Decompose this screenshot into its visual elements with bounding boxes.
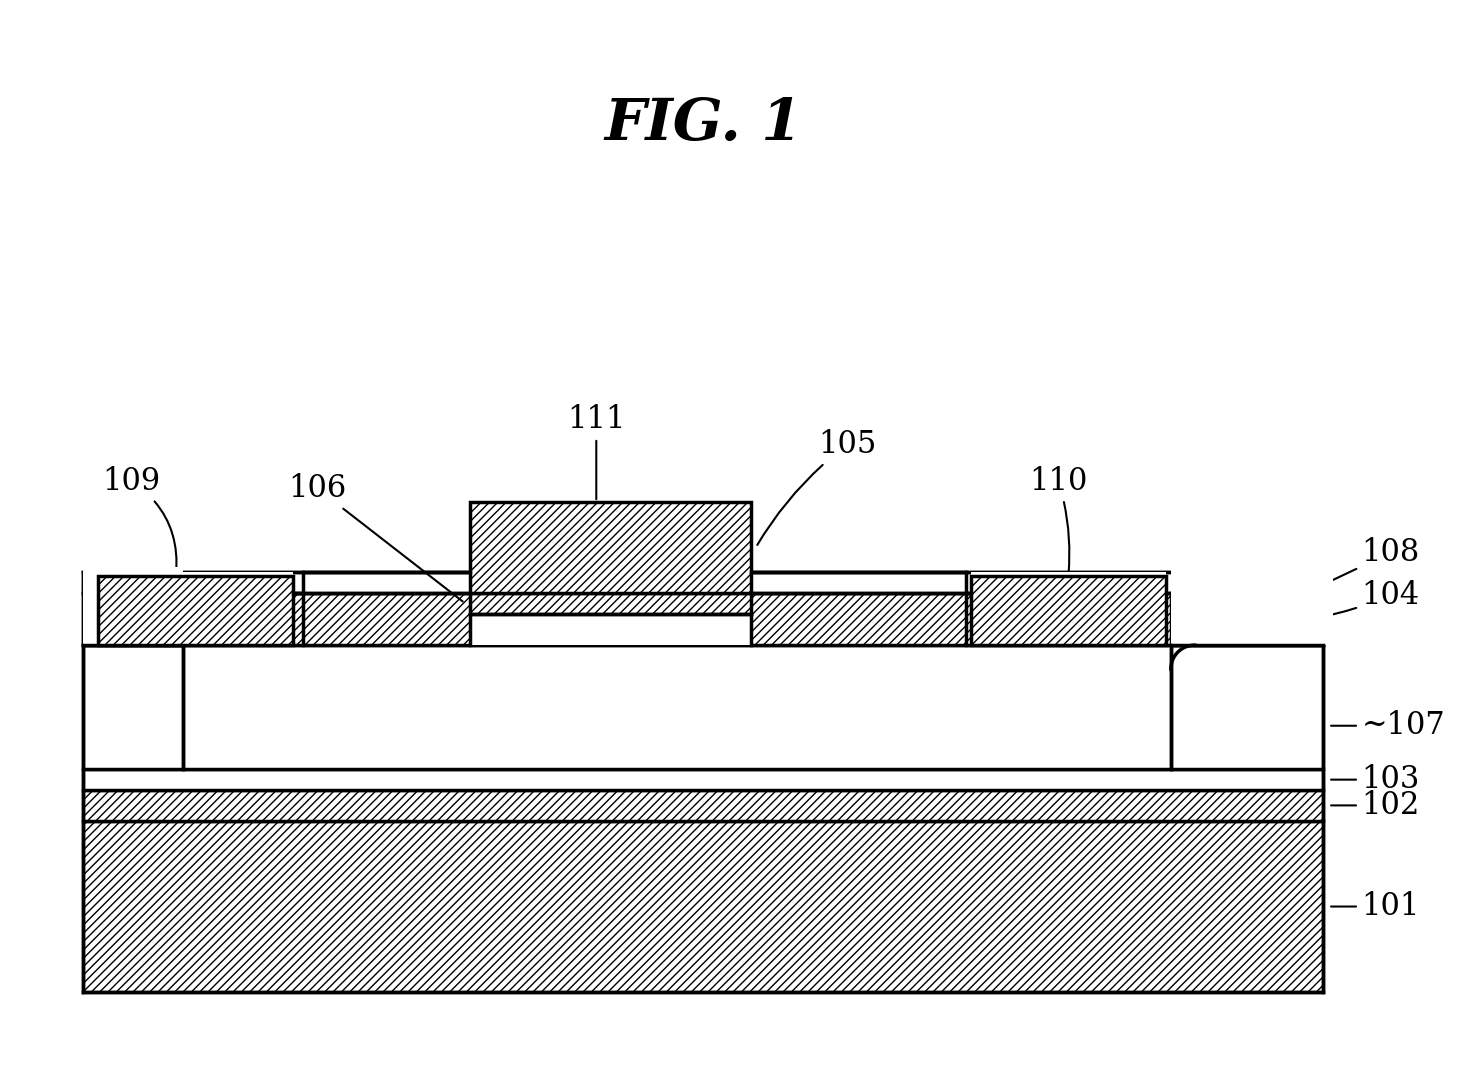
Text: 101: 101	[1331, 891, 1420, 922]
Bar	[84, 790, 1324, 820]
Bar	[84, 645, 1324, 769]
Bar	[970, 571, 1166, 593]
Bar	[470, 571, 752, 645]
Text: ~107: ~107	[1331, 710, 1446, 741]
Text: 108: 108	[1331, 537, 1420, 581]
Bar	[84, 820, 1324, 992]
Text: 109: 109	[103, 466, 176, 573]
Text: 105: 105	[757, 430, 876, 545]
Bar	[84, 571, 1324, 593]
Text: FIG. 1: FIG. 1	[605, 96, 803, 152]
Bar	[470, 502, 752, 593]
Text: 103: 103	[1331, 764, 1420, 795]
Bar	[84, 567, 184, 645]
Bar	[1171, 567, 1333, 645]
Bar	[84, 769, 1324, 790]
Text: 104: 104	[1183, 580, 1420, 625]
Text: 106: 106	[288, 473, 462, 602]
Text: 110: 110	[1029, 466, 1088, 573]
Bar	[470, 593, 752, 614]
Bar	[97, 577, 294, 645]
Bar	[97, 571, 294, 593]
Bar	[84, 593, 1324, 645]
Bar	[970, 577, 1166, 645]
Text: 111: 111	[567, 405, 625, 499]
Text: 102: 102	[1331, 790, 1420, 821]
